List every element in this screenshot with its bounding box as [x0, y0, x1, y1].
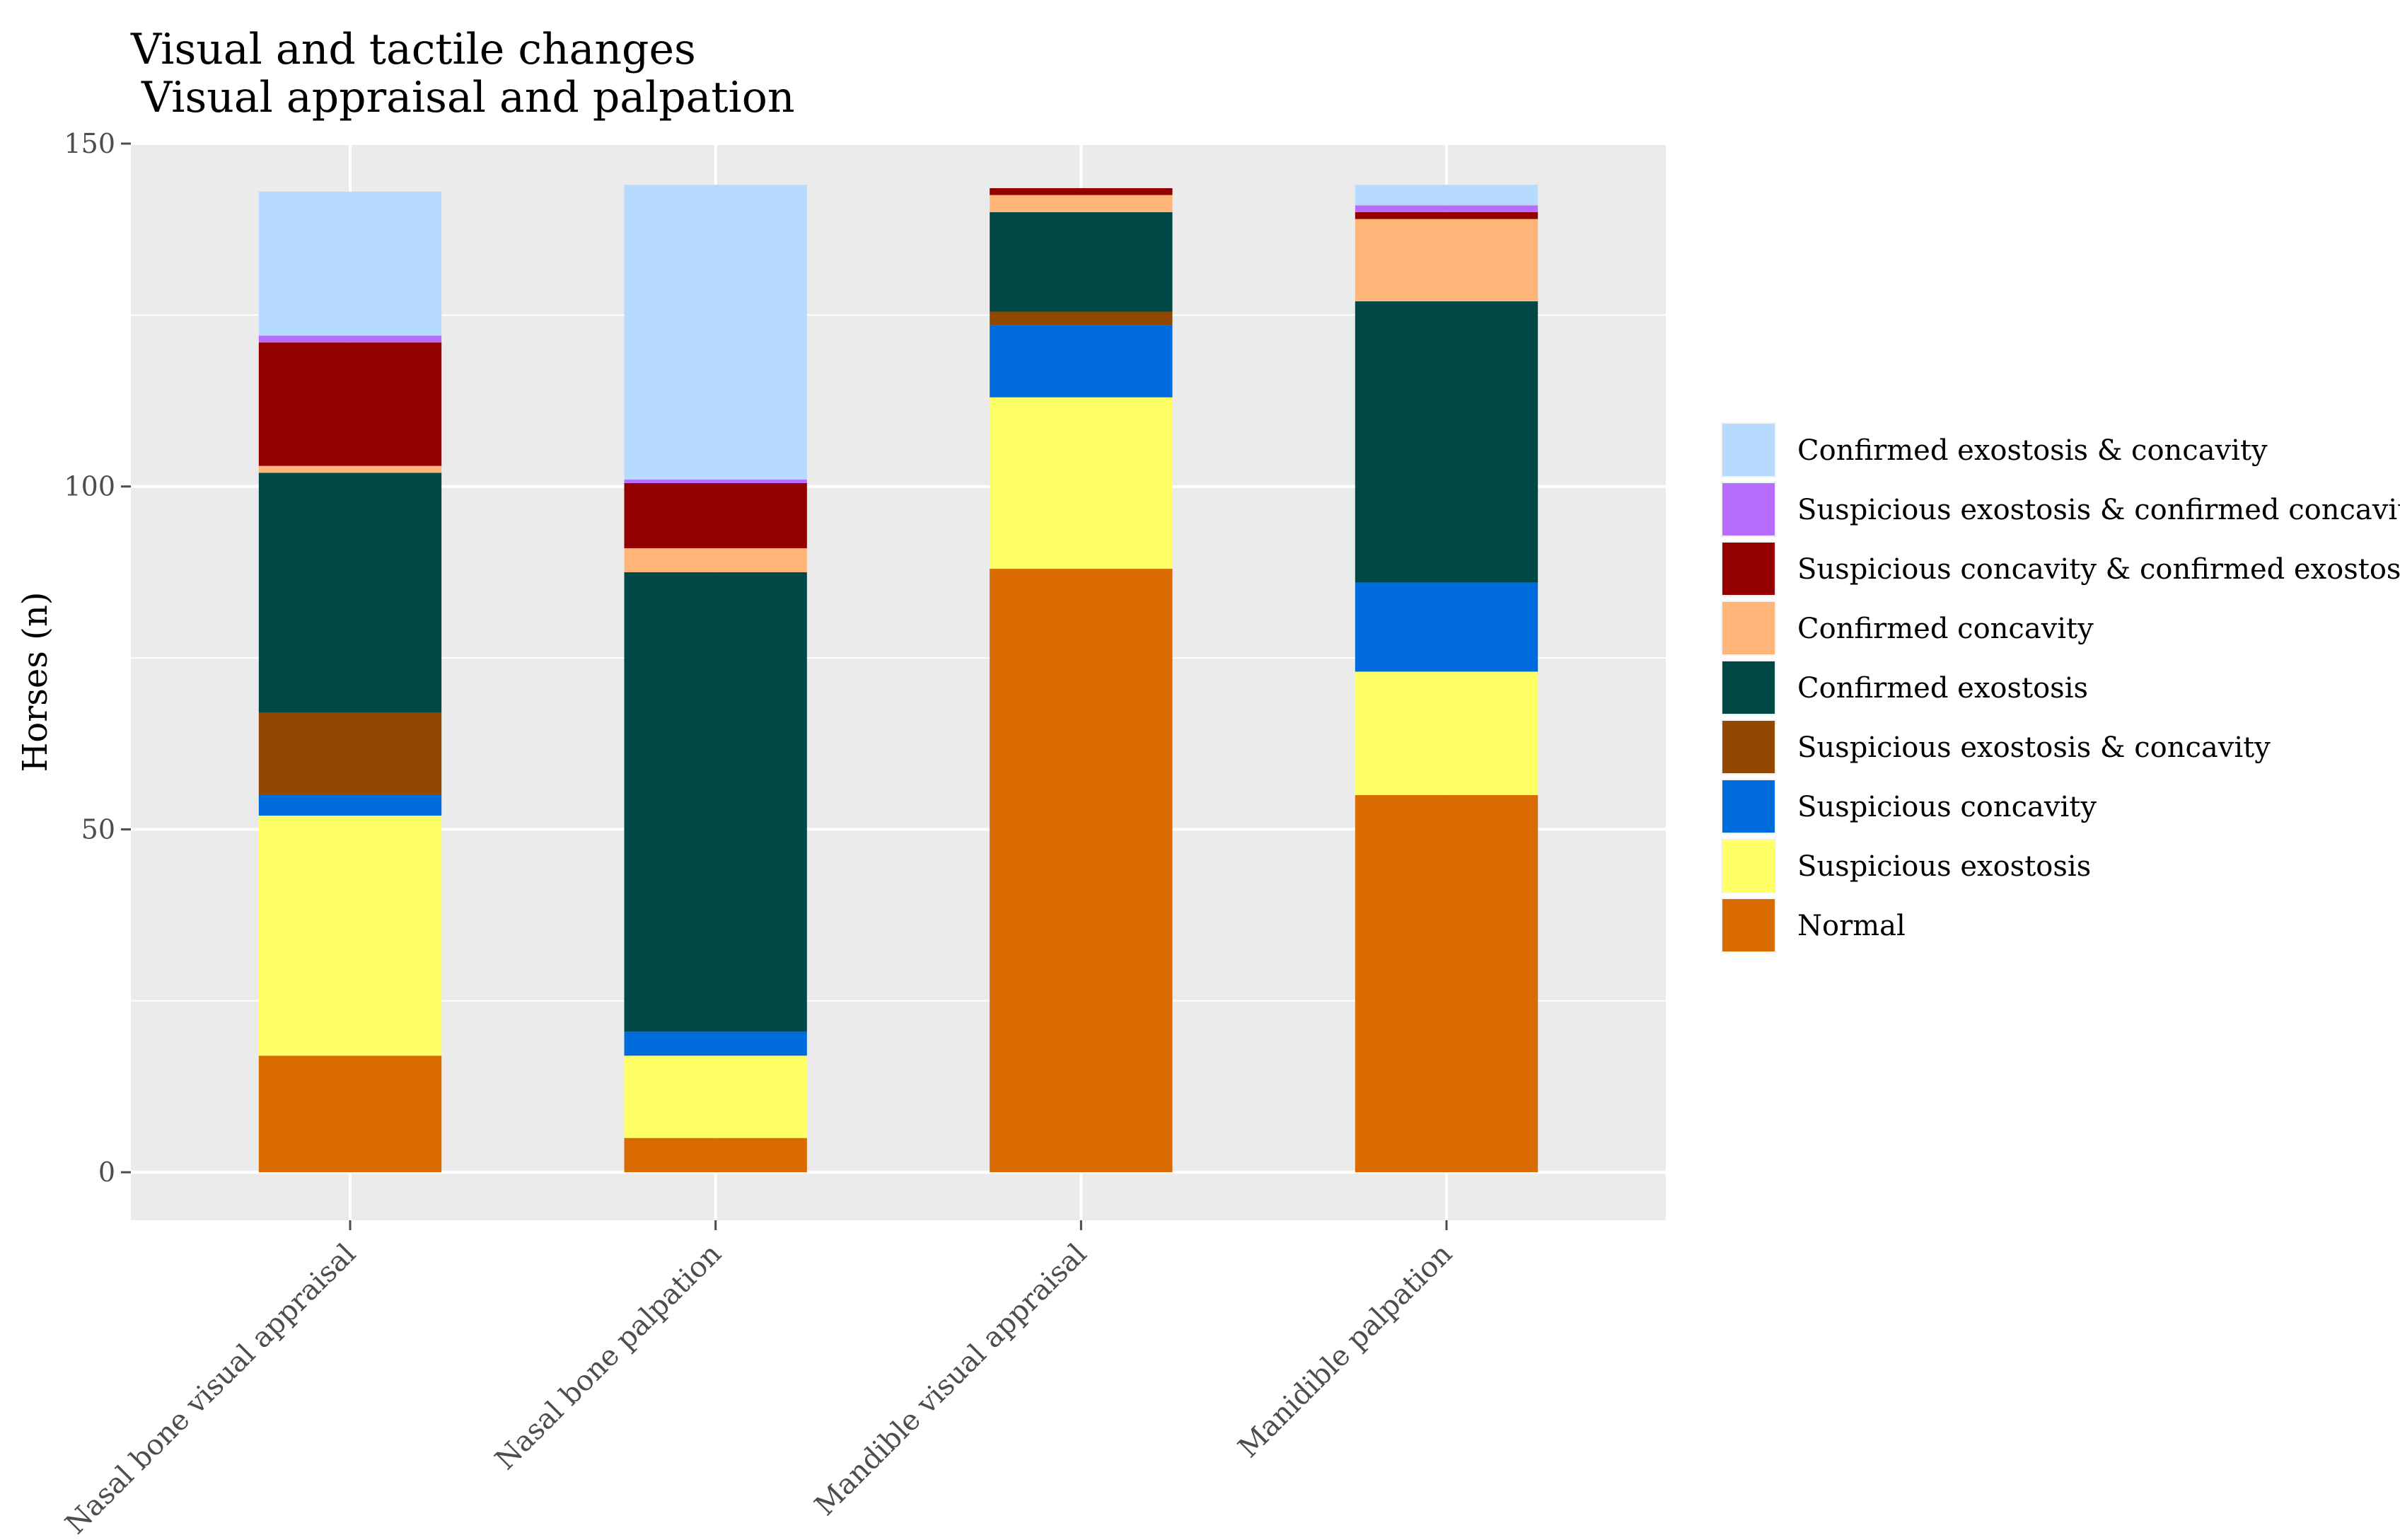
y-tick-label: 0: [98, 1157, 115, 1188]
bar-segment: [624, 572, 807, 1032]
legend-swatch: [1722, 840, 1775, 892]
x-tick-label: Mandible visual appraisal: [808, 1238, 1093, 1522]
bar-segment: [1355, 185, 1538, 206]
legend-swatch: [1722, 602, 1775, 654]
bar-segment: [1355, 301, 1538, 583]
bar-segment: [258, 191, 442, 336]
legend-swatch: [1722, 780, 1775, 833]
chart-title: Visual and tactile changes: [130, 25, 696, 74]
legend-swatch: [1722, 661, 1775, 714]
bar-segment: [990, 311, 1173, 325]
legend-label: Normal: [1797, 910, 1906, 942]
bar-segment: [624, 185, 807, 480]
legend-swatch: [1722, 424, 1775, 476]
bar-segment: [258, 712, 442, 795]
y-axis-title: Horses (n): [16, 592, 55, 772]
legend-label: Suspicious exostosis & confirmed concavi…: [1797, 494, 2400, 526]
bar-segment: [258, 794, 442, 816]
bar-segment: [1355, 212, 1538, 219]
y-tick-label: 50: [81, 814, 115, 845]
y-tick-label: 100: [64, 471, 115, 502]
bar-segment: [1355, 671, 1538, 795]
legend-swatch: [1722, 721, 1775, 773]
bar-segment: [624, 480, 807, 483]
bar-segment: [258, 1055, 442, 1173]
bar-segment: [990, 212, 1173, 312]
bar-segment: [990, 325, 1173, 398]
bar-segment: [258, 335, 442, 343]
bars: [258, 185, 1538, 1173]
bar-segment: [624, 1137, 807, 1173]
bar-segment: [258, 816, 442, 1056]
x-tick-label: Nasal bone palpation: [489, 1238, 727, 1476]
bar-segment: [990, 188, 1173, 195]
bar-segment: [624, 482, 807, 548]
bar-segment: [258, 465, 442, 473]
legend-label: Confirmed exostosis & concavity: [1797, 434, 2268, 467]
x-tick-label: Manidible palpation: [1232, 1238, 1459, 1464]
y-tick-label: 150: [64, 128, 115, 159]
bar-segment: [258, 473, 442, 713]
bar-segment: [990, 195, 1173, 212]
bar-segment: [990, 397, 1173, 569]
legend-label: Suspicious exostosis: [1797, 850, 2091, 883]
bar-segment: [624, 1055, 807, 1138]
legend-label: Confirmed concavity: [1797, 613, 2094, 645]
bar-segment: [1355, 794, 1538, 1173]
legend: Confirmed exostosis & concavity Suspiciou…: [1721, 422, 2400, 953]
legend-label: Suspicious concavity & confirmed exostos…: [1797, 553, 2400, 586]
legend-label: Suspicious concavity: [1797, 791, 2097, 823]
bar-segment: [624, 548, 807, 572]
legend-swatch: [1722, 543, 1775, 595]
bar-segment: [1355, 582, 1538, 672]
bar-segment: [1355, 205, 1538, 212]
bar-segment: [990, 569, 1173, 1173]
legend-swatch: [1722, 483, 1775, 535]
bar-segment: [1355, 219, 1538, 301]
bar-segment: [258, 342, 442, 466]
legend-label: Suspicious exostosis & concavity: [1797, 731, 2271, 764]
legend-label: Confirmed exostosis: [1797, 672, 2088, 705]
x-tick-label: Nasal bone visual appraisal: [59, 1238, 362, 1540]
chart-subtitle: Visual appraisal and palpation: [141, 73, 795, 122]
legend-swatch: [1722, 899, 1775, 951]
bar-segment: [624, 1031, 807, 1056]
